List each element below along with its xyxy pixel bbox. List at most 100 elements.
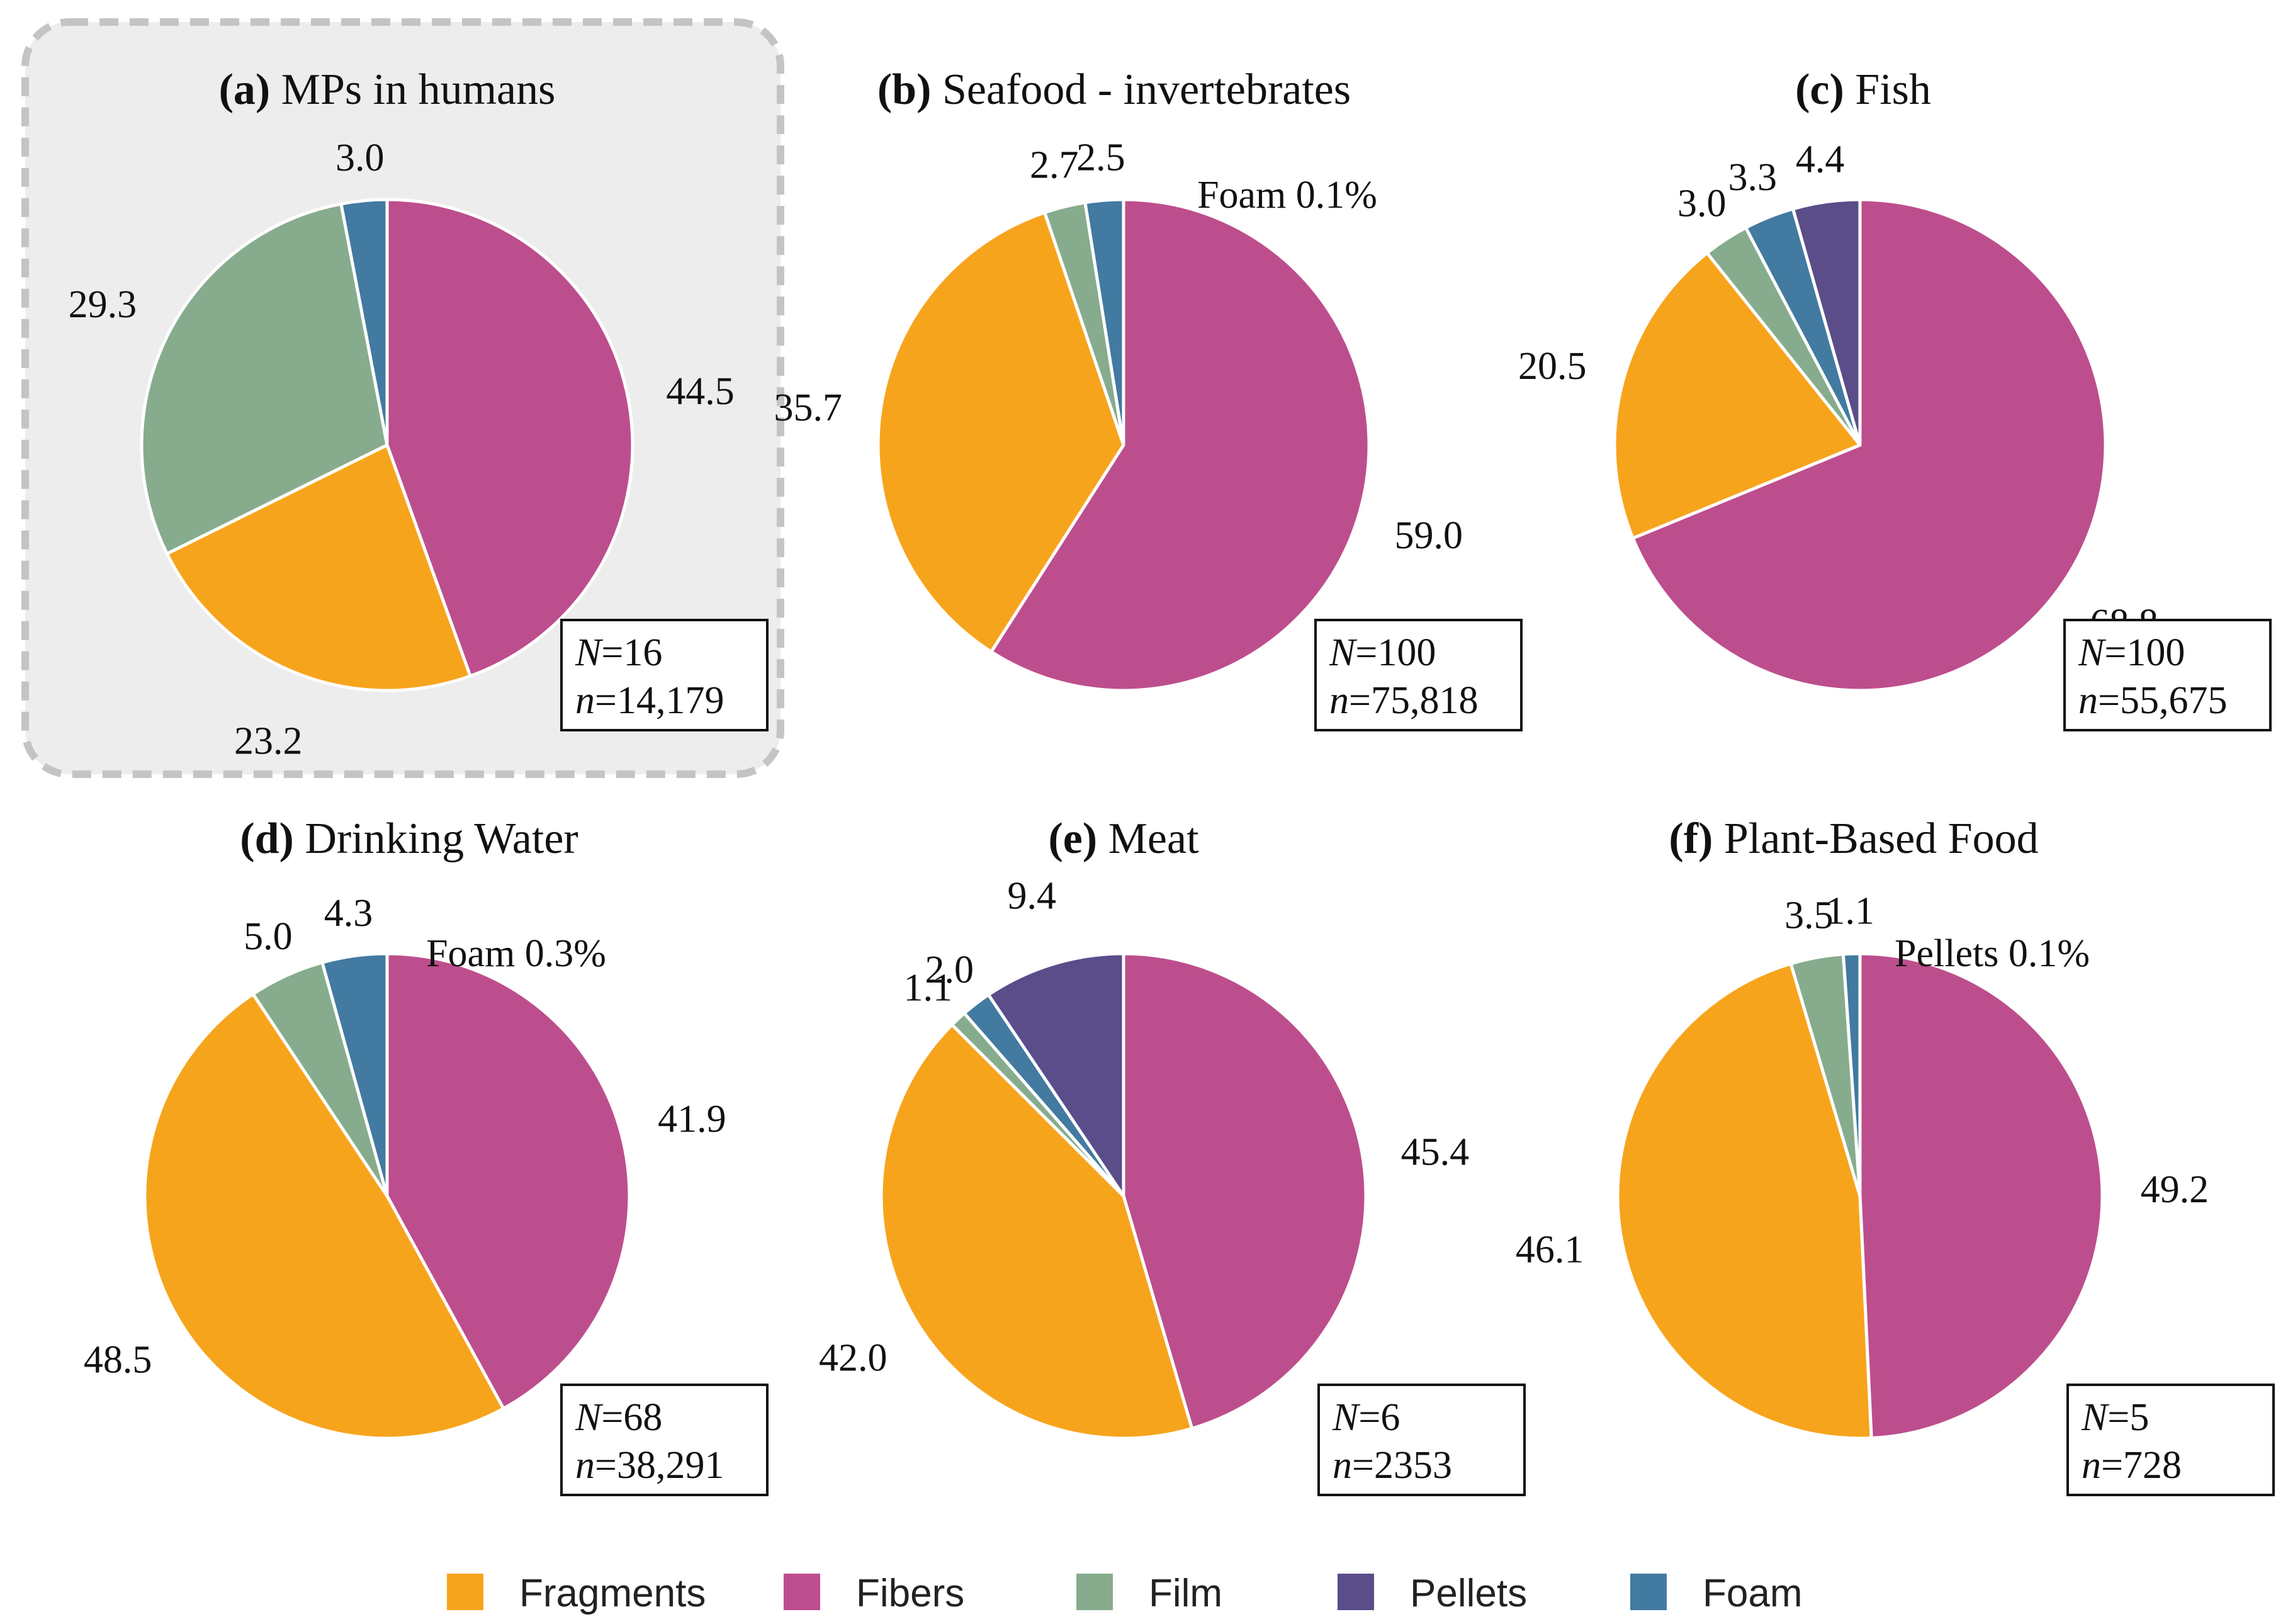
particle-count-label: n=14,179 xyxy=(575,679,724,722)
slice-value-label: 9.4 xyxy=(1008,875,1057,918)
slice-value-label: 49.2 xyxy=(2141,1168,2209,1211)
particle-count-label: n=728 xyxy=(2082,1444,2182,1487)
slice-value-label: 1.1 xyxy=(1826,889,1875,932)
pie-slice-fragments xyxy=(1616,962,1873,1440)
pie-slice-foam xyxy=(1841,952,1862,1198)
legend-label-film: Film xyxy=(1149,1572,1222,1615)
chart-title: (d) Drinking Water xyxy=(240,815,578,863)
chart-title: (f) Plant-Based Food xyxy=(1669,815,2038,863)
study-count-label: N=16 xyxy=(575,631,662,674)
pie-slice-fibers xyxy=(1122,952,1368,1430)
pie-panel-drinking-water: (d) Drinking Water 41.9 48.5 5.0 4.3 Foam 0.3… xyxy=(84,815,769,1496)
slice-value-label: 59.0 xyxy=(1394,514,1463,557)
pie-panel-seafood-invertebrates: (b) Seafood - invertebrates 59.0 35.7 2.72.… xyxy=(774,65,1523,731)
chart-title: (a) MPs in humans xyxy=(219,65,556,114)
chart-title-letter: (f) xyxy=(1669,815,1713,863)
particle-count-label: n=75,818 xyxy=(1329,679,1478,722)
particle-count-label: n=38,291 xyxy=(575,1444,724,1487)
legend-label-foam: Foam xyxy=(1703,1572,1802,1615)
slice-value-label: 3.0 xyxy=(335,137,385,179)
slice-value-label: 42.0 xyxy=(819,1336,888,1379)
slice-annotation-note: Foam 0.3% xyxy=(426,932,606,975)
slice-value-label: 2.5 xyxy=(1076,136,1125,179)
chart-title-text: Fish xyxy=(1844,65,1931,114)
slice-value-label: 29.3 xyxy=(69,283,137,326)
legend: Fragments Fibers Film Pellets Foam xyxy=(447,1572,1802,1615)
pie-panel-plant-based-food: (f) Plant-Based Food 49.2 46.1 3.51.1 Pellet… xyxy=(1516,815,2275,1496)
chart-title-letter: (d) xyxy=(240,815,294,863)
slice-value-label: 3.3 xyxy=(1728,156,1778,199)
chart-title-text: MPs in humans xyxy=(270,65,555,114)
sample-size-box xyxy=(1317,1384,1526,1496)
study-count-label: N=5 xyxy=(2081,1396,2149,1439)
slice-value-label: 44.5 xyxy=(666,370,735,413)
slice-value-label: 46.1 xyxy=(1516,1229,1584,1272)
pie-panel-meat: (e) Meat 45.4 42.0 1.12.0 9.4 N=6 n=2353 xyxy=(819,815,1526,1496)
sample-size-box xyxy=(1314,619,1523,731)
slice-value-label: 1.1 xyxy=(904,967,953,1010)
pie-slice-fragments xyxy=(876,211,1125,654)
chart-title-letter: (e) xyxy=(1048,815,1097,863)
slice-value-label: 2.0 xyxy=(925,949,974,991)
slice-value-label: 20.5 xyxy=(1518,345,1587,388)
legend-label-fragments: Fragments xyxy=(519,1572,706,1615)
chart-title-text: Meat xyxy=(1097,815,1199,863)
chart-title: (b) Seafood - invertebrates xyxy=(877,65,1351,114)
legend-label-fibers: Fibers xyxy=(856,1572,964,1615)
pie-slice-fibers xyxy=(989,198,1371,692)
pie-slice-foam xyxy=(1083,198,1125,447)
slice-value-label: 48.5 xyxy=(84,1339,152,1382)
chart-title-text: Plant-Based Food xyxy=(1713,815,2038,863)
sample-size-box xyxy=(560,1384,769,1496)
particle-count-label: n=2353 xyxy=(1333,1444,1452,1487)
pie-slice-fibers xyxy=(1858,952,2104,1440)
legend-swatch-film xyxy=(1076,1574,1113,1610)
legend-swatch-fibers xyxy=(784,1574,820,1610)
pie-slice-fragments xyxy=(879,1023,1194,1440)
study-count-label: N=68 xyxy=(575,1396,662,1439)
pie-slice-pellets xyxy=(1791,198,1862,447)
slice-value-label: 3.5 xyxy=(1784,894,1834,937)
pie-slice-fibers xyxy=(385,952,631,1411)
slice-value-label: 5.0 xyxy=(244,915,293,958)
slice-value-label: 4.3 xyxy=(324,892,373,935)
pie-slice-foam xyxy=(339,198,389,447)
pie-panel-mps-in-humans: (a) MPs in humans 44.5 23.2 29.3 3.0 N=16 n=14… xyxy=(69,65,769,762)
chart-title-letter: (c) xyxy=(1795,65,1844,114)
pie-slice-fibers xyxy=(1631,198,2107,692)
study-count-label: N=100 xyxy=(2078,631,2185,674)
legend-swatch-foam xyxy=(1630,1574,1667,1610)
slice-annotation-note: Pellets 0.1% xyxy=(1895,932,2090,975)
pie-slice-fragments xyxy=(143,992,505,1440)
sample-size-box xyxy=(2063,619,2272,731)
chart-title-letter: (a) xyxy=(219,65,271,114)
pie-slice-fragments xyxy=(165,443,472,692)
chart-title-letter: (b) xyxy=(877,65,932,114)
legend-swatch-pellets xyxy=(1338,1574,1374,1610)
slice-value-label: 2.7 xyxy=(1030,144,1079,186)
slice-value-label: 35.7 xyxy=(774,386,842,429)
sample-size-box xyxy=(2066,1384,2275,1496)
slice-value-label: 4.4 xyxy=(1796,138,1845,181)
pie-slice-fragments xyxy=(1613,251,1862,540)
chart-title: (c) Fish xyxy=(1795,65,1931,114)
chart-title: (e) Meat xyxy=(1048,815,1199,863)
pie-slice-film xyxy=(140,202,389,556)
slice-value-label: 3.0 xyxy=(1677,183,1727,225)
legend-swatch-fragments xyxy=(447,1574,483,1610)
slice-value-label: 23.2 xyxy=(234,719,303,762)
pie-slice-pellets xyxy=(986,952,1125,1198)
pie-slice-foam xyxy=(320,952,389,1198)
legend-label-pellets: Pellets xyxy=(1410,1572,1527,1615)
slice-annotation-note: Foam 0.1% xyxy=(1197,174,1377,217)
study-count-label: N=6 xyxy=(1332,1396,1400,1439)
sample-size-box xyxy=(560,619,769,731)
study-count-label: N=100 xyxy=(1329,631,1436,674)
particle-count-label: n=55,675 xyxy=(2078,679,2227,722)
chart-title-text: Seafood - invertebrates xyxy=(931,65,1351,114)
slice-value-label: 41.9 xyxy=(658,1098,726,1141)
chart-title-text: Drinking Water xyxy=(294,815,578,863)
slice-value-label: 45.4 xyxy=(1401,1131,1470,1174)
